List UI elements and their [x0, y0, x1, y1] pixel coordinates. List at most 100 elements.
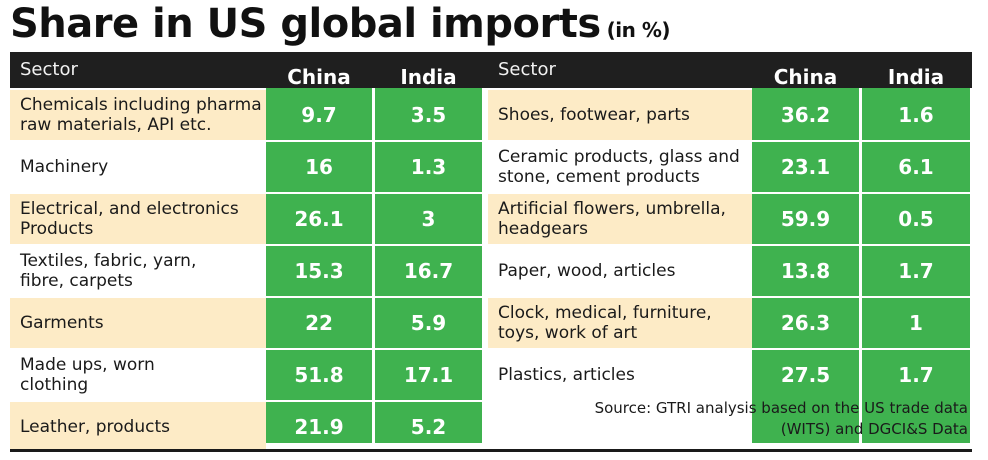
right-india-value: 1.6 [898, 103, 934, 127]
header-sector-left: Sector [20, 59, 78, 80]
sector-label: Paper, wood, articles [498, 261, 675, 281]
right-row-bg [488, 90, 752, 140]
right-china-value: 13.8 [780, 259, 831, 283]
sector-label-line: toys, work of art [498, 323, 638, 343]
sector-label-line: Plastics, articles [498, 365, 635, 385]
right-sector-cell: Artificial flowers, umbrella, headgears [498, 194, 744, 244]
sector-label-line: Shoes, footwear, parts [498, 105, 690, 125]
separator-right [859, 88, 862, 443]
right-sector-cell: Plastics, articles [498, 350, 744, 400]
header-sector-right: Sector [498, 59, 556, 80]
sector-label: Machinery [20, 157, 108, 177]
right-sector-cell: Paper, wood, articles [498, 246, 744, 296]
left-india-value: 5.2 [410, 415, 447, 439]
left-india-value: 3.5 [410, 103, 447, 127]
page-title: Share in US global imports (in %) [10, 0, 671, 54]
header-india-left: India [400, 65, 457, 89]
left-china-value: 51.8 [294, 363, 344, 387]
sector-label-line: stone, cement products [498, 167, 700, 187]
left-sector-cell: Made ups, worn clothing [20, 350, 258, 400]
sector-label: Plastics, articles [498, 365, 635, 385]
sector-label-line: raw materials, API etc. [20, 115, 212, 135]
left-row-bg [10, 194, 266, 244]
sector-label: Artificial flowers, umbrella, headgears [498, 199, 726, 239]
left-china-value: 21.9 [294, 415, 344, 439]
sector-label: Ceramic products, glass and stone, cement… [498, 147, 740, 187]
sector-label: Leather, products [20, 417, 170, 437]
left-row-bg [10, 298, 266, 348]
source-note: Source: GTRI analysis based on the US tr… [548, 398, 968, 440]
left-india-value: 1.3 [410, 155, 447, 179]
right-china-value: 59.9 [780, 207, 831, 231]
bottom-rule [10, 449, 972, 452]
sector-label-line: Textiles, fabric, yarn, [20, 251, 197, 271]
sector-label-line: Paper, wood, articles [498, 261, 676, 281]
left-row-bg [10, 142, 266, 192]
sector-label-line: Products [20, 219, 94, 239]
title-text: Share in US global imports [10, 1, 601, 47]
sector-label: Chemicals including pharma raw materials,… [20, 95, 262, 135]
right-sector-cell: Ceramic products, glass and stone, cement… [498, 142, 744, 192]
right-china-value: 27.5 [780, 363, 831, 387]
left-china-value: 26.1 [294, 207, 344, 231]
right-row-bg [488, 298, 752, 348]
left-sector-cell: Garments [20, 298, 258, 348]
source-line-1: Source: GTRI analysis based on the US tr… [594, 399, 968, 417]
left-row-bg [10, 90, 266, 140]
sector-label-line: Garments [20, 313, 104, 333]
sector-label-line: Electrical, and electronics [20, 199, 239, 219]
sector-label-line: Ceramic products, glass and [498, 147, 740, 167]
sector-label-line: Artificial flowers, umbrella, [498, 199, 726, 219]
sector-label-line: Leather, products [20, 417, 170, 437]
right-sector-cell: Clock, medical, furniture, toys, work of … [498, 298, 744, 348]
left-sector-cell: Leather, products [20, 402, 258, 452]
left-sector-cell: Chemicals including pharma raw materials,… [20, 90, 262, 140]
table-header [10, 52, 972, 88]
right-row-bg [488, 142, 752, 192]
sector-label: Made ups, worn clothing [20, 355, 155, 395]
left-china-value: 15.3 [294, 259, 344, 283]
right-sector-cell: Shoes, footwear, parts [498, 90, 744, 140]
left-row-bg [10, 402, 266, 452]
header-china-left: China [287, 65, 351, 89]
right-row-bg [488, 246, 752, 296]
sector-label-line: clothing [20, 375, 89, 395]
title-unit: (in %) [606, 18, 671, 42]
header-india-right: India [887, 65, 945, 89]
source-line-2: (WITS) and DGCI&S Data [780, 420, 968, 438]
sector-label-line: Machinery [20, 157, 109, 177]
left-sector-cell: Textiles, fabric, yarn, fibre, carpets [20, 246, 258, 296]
left-india-value: 3 [421, 207, 436, 231]
sector-label: Clock, medical, furniture, toys, work of … [498, 303, 712, 343]
right-china-value: 23.1 [780, 155, 831, 179]
left-china-value: 16 [305, 155, 333, 179]
left-row-bg [10, 350, 266, 400]
sector-label-line: Clock, medical, furniture, [498, 303, 712, 323]
right-india-value: 1.7 [898, 363, 934, 387]
left-row-bg [10, 246, 266, 296]
left-china-value: 22 [305, 311, 333, 335]
right-row-bg [488, 350, 752, 400]
right-india-value: 0.5 [898, 207, 934, 231]
left-india-value: 17.1 [403, 363, 454, 387]
sector-label: Textiles, fabric, yarn, fibre, carpets [20, 251, 196, 291]
sector-label: Shoes, footwear, parts [498, 105, 690, 125]
right-india-value: 6.1 [898, 155, 934, 179]
left-india-value: 5.9 [410, 311, 447, 335]
left-sector-cell: Machinery [20, 142, 258, 192]
right-row-bg [488, 194, 752, 244]
right-china-value: 36.2 [780, 103, 831, 127]
sector-label-line: Made ups, worn [20, 355, 155, 375]
sector-label-line: fibre, carpets [20, 271, 133, 291]
left-sector-cell: Electrical, and electronics Products [20, 194, 258, 244]
sector-label-line: Chemicals including pharma [20, 95, 262, 115]
sector-label-line: headgears [498, 219, 588, 239]
imports-table: Sector China India Sector China India Ch… [10, 52, 972, 452]
header-china-right: China [773, 65, 838, 89]
sector-label: Garments [20, 313, 104, 333]
sector-label: Electrical, and electronics Products [20, 199, 239, 239]
left-china-value: 9.7 [301, 103, 337, 127]
separator-left [372, 88, 375, 443]
right-india-value: 1.7 [898, 259, 934, 283]
left-india-value: 16.7 [403, 259, 454, 283]
